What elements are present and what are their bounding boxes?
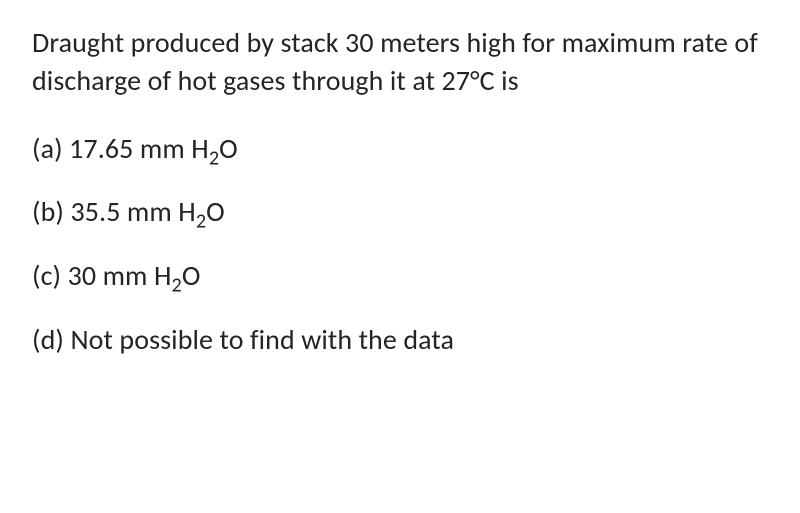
question-text: Draught produced by stack 30 meters high…	[32, 24, 768, 100]
option-subscript: 2	[172, 274, 182, 298]
option-d: (d) Not possible to find with the data	[32, 321, 768, 359]
option-text: Not possible to find with the data	[70, 322, 454, 357]
options-list: (a) 17.65 mm H2O (b) 35.5 mm H2O (c) 30 …	[32, 130, 768, 359]
option-unit-suffix: O	[219, 131, 238, 166]
option-value: 35.5	[70, 194, 120, 229]
option-unit-suffix: O	[206, 194, 225, 229]
option-label: (c)	[32, 258, 61, 293]
option-unit-suffix: O	[182, 258, 201, 293]
option-b: (b) 35.5 mm H2O	[32, 193, 768, 231]
option-label: (b)	[32, 194, 64, 229]
option-subscript: 2	[209, 146, 219, 170]
option-unit-prefix: mm H	[103, 258, 172, 293]
question-body: Draught produced by stack 30 meters high…	[32, 25, 758, 98]
option-value: 17.65	[69, 131, 133, 166]
option-label: (d)	[32, 322, 64, 357]
option-unit-prefix: mm H	[140, 131, 209, 166]
option-c: (c) 30 mm H2O	[32, 257, 768, 295]
option-a: (a) 17.65 mm H2O	[32, 130, 768, 168]
option-unit-prefix: mm H	[127, 194, 196, 229]
option-value: 30	[68, 258, 97, 293]
option-label: (a)	[32, 131, 63, 166]
option-subscript: 2	[196, 210, 206, 234]
